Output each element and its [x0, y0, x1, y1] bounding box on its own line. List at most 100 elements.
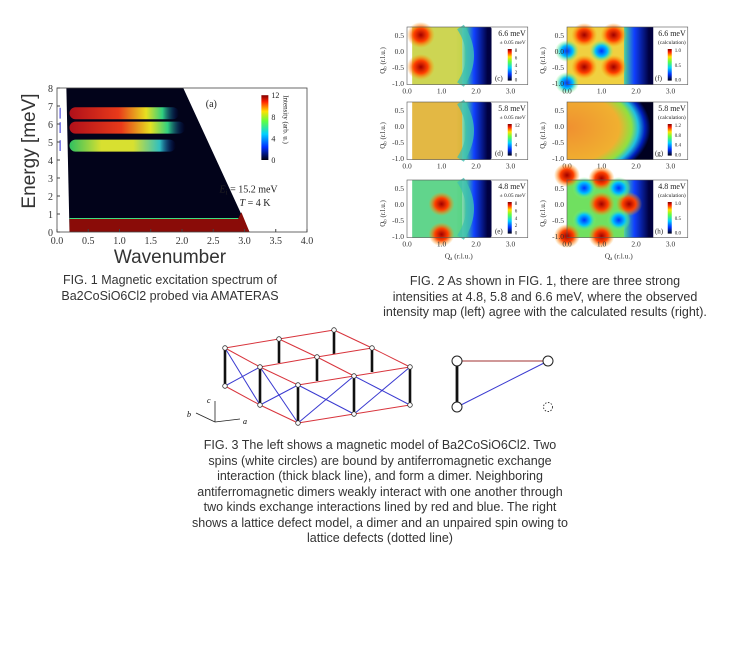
x-tick-label: 3.0: [506, 240, 516, 249]
y-tick-label: 4: [48, 156, 53, 167]
x-tick-label: 2.0: [471, 162, 481, 171]
q-symbol: Q: [379, 69, 387, 74]
exchange-bond-red: [224, 338, 280, 349]
exchange-bond-red: [278, 338, 318, 358]
colorbar-tick-label: 4: [515, 144, 518, 149]
intensity-peak: [406, 22, 435, 48]
b-axis-label: b: [187, 410, 191, 419]
q-unit: (r.l.u.): [379, 200, 387, 220]
x-axis-label: Qa (r.l.u.): [445, 252, 474, 263]
x-tick-label: 0.5: [82, 236, 95, 247]
b-axis-arrow: [195, 412, 216, 423]
x-tick-label: 1.0: [437, 87, 447, 96]
colorbar-tick-label: 0.8: [675, 134, 682, 139]
spin-site: [331, 327, 337, 333]
panel-label: (c): [495, 75, 503, 83]
fig1-caption-line: Ba2CoSiO6Cl2 probed via AMATERAS: [61, 288, 279, 303]
panel-frame: [406, 26, 529, 85]
x-tick-label: 2.0: [631, 240, 641, 249]
colorbar-tick-label: 1.0: [675, 49, 682, 54]
colorbar-tick-label: 8: [515, 134, 518, 139]
x-tick-label: 1.0: [113, 236, 126, 247]
observed-map-core: [412, 102, 463, 160]
y-axis-label: Qb (r.l.u.): [379, 200, 389, 227]
colorbar-tick-label: 0: [271, 156, 275, 165]
exchange-bond-red: [316, 356, 355, 377]
q-subscript: b: [384, 219, 389, 222]
energy-note: ± 0.05 meV: [500, 115, 526, 121]
colorbar-tick-label: 4: [515, 64, 518, 69]
y-tick-label: 0.0: [555, 122, 565, 131]
energy-label: 5.8 meV: [658, 104, 686, 113]
exchange-bond-blue: [259, 384, 299, 406]
colorbar-tick-label: 0.0: [675, 154, 682, 159]
exchange-bond-red: [297, 413, 355, 424]
q-unit: (r.l.u.): [539, 122, 547, 142]
intensity-peak: [571, 23, 598, 47]
fig2-caption-line: FIG. 2 As shown in FIG. 1, there are thr…: [409, 274, 681, 288]
fig3-caption-line: two kinds exchange interactions lined by…: [203, 500, 557, 514]
exchange-bond-red: [259, 366, 299, 386]
energy-label: 5.8 meV: [498, 104, 526, 113]
excitation-band: [69, 107, 179, 120]
fig3-caption-line: spins (white circles) are bound by antif…: [208, 453, 552, 468]
intensity-minimum: [572, 177, 597, 199]
spin-site: [295, 420, 301, 426]
x-tick-label: 3.0: [666, 162, 676, 171]
ei-value: = 15.2 meV: [228, 184, 279, 195]
colorbar: [667, 124, 672, 156]
panel-label: (g): [655, 150, 664, 158]
x-tick-label: 0.0: [562, 87, 572, 96]
fig3-caption-line: interaction (thick black line), and form…: [217, 469, 543, 483]
q-symbol: Q: [379, 222, 387, 227]
elastic-line: [69, 212, 250, 232]
y-tick-label: -1.0: [552, 154, 564, 163]
y-tick-label: 0.0: [555, 200, 565, 209]
a-axis-arrow: [214, 418, 241, 423]
colorbar-tick-label: 8: [515, 202, 518, 207]
exchange-bond-red: [353, 366, 411, 377]
x-tick-label: 2.5: [207, 236, 220, 247]
intensity-peak: [588, 192, 615, 216]
panel-label: (a): [206, 99, 217, 110]
temp-value: = 4 K: [245, 198, 271, 209]
energy-label: 4.8 meV: [658, 182, 686, 191]
intensity-peak: [600, 23, 627, 47]
q-symbol: Q: [539, 69, 547, 74]
y-tick-label: 0.5: [555, 184, 565, 193]
colorbar: [667, 202, 672, 234]
q-symbol: Q: [445, 252, 451, 261]
y-tick-label: 0.0: [395, 47, 405, 56]
x-tick-label: 1.0: [437, 240, 447, 249]
fig3-caption-line: lattice defects (dotted line): [307, 531, 453, 545]
y-tick-label: 0.0: [395, 200, 405, 209]
x-tick-label: 2.0: [631, 87, 641, 96]
colorbar-tick-label: 4: [515, 217, 518, 222]
x-tick-label: 2.0: [471, 87, 481, 96]
q-unit: (r.l.u.): [539, 47, 547, 67]
energy-note: (calculation): [658, 39, 686, 46]
x-tick-label: 1.0: [597, 162, 607, 171]
x-tick-label: 4.0: [301, 236, 314, 247]
y-tick-label: 0.0: [555, 47, 565, 56]
y-tick-label: -0.5: [392, 216, 404, 225]
spin-site: [451, 355, 463, 367]
energy-label: 6.6 meV: [658, 29, 686, 38]
colorbar-tick-label: 12: [271, 91, 279, 100]
exchange-bond-red: [259, 356, 318, 368]
exchange-bond-red: [371, 347, 411, 368]
exchange-bond-red: [259, 404, 299, 424]
panel-frame: [406, 101, 529, 160]
colorbar: [667, 49, 672, 81]
y-tick-label: -0.5: [392, 63, 404, 72]
observed-map-edge: [457, 177, 474, 240]
colorbar-tick-label: 0.0: [675, 232, 682, 237]
q-subscript: b: [544, 141, 549, 144]
colorbar-tick-label: 12: [515, 124, 521, 129]
colorbar: [507, 124, 512, 156]
colorbar-tick-label: 2: [515, 71, 518, 76]
y-tick-label: 7: [48, 102, 53, 113]
spin-site: [351, 411, 357, 417]
spin-site: [222, 345, 228, 351]
exchange-bond-red: [353, 404, 411, 415]
